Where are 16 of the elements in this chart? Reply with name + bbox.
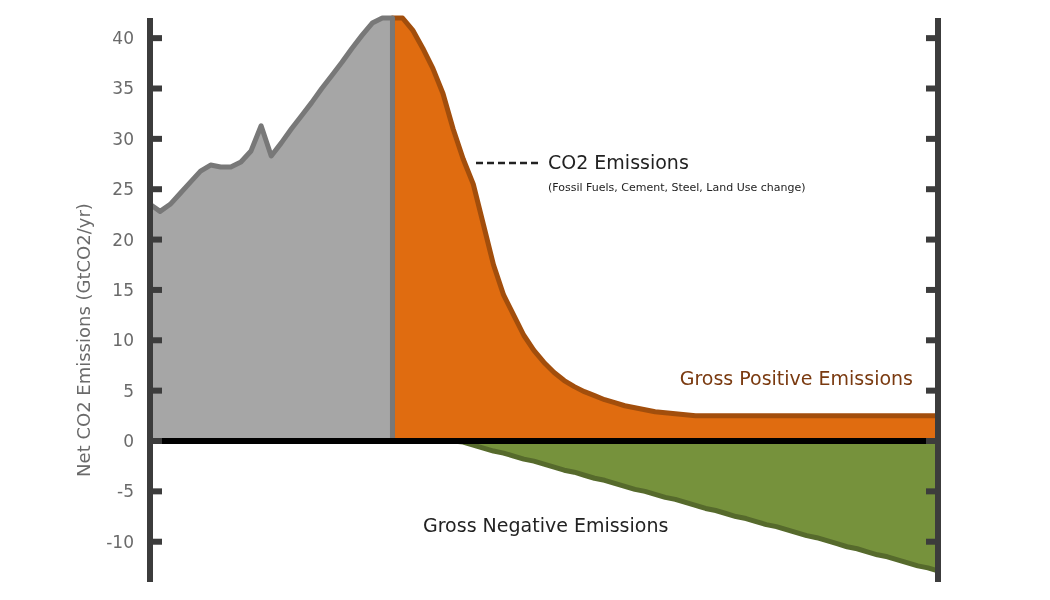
y-tick-label: 15 — [112, 279, 134, 300]
annotation: CO2 Emissions — [548, 151, 689, 174]
y-tick-label: 35 — [112, 78, 134, 99]
y-axis-title: Net CO2 Emissions (GtCO2/yr) — [73, 203, 94, 477]
y-tick-label: 10 — [112, 330, 134, 351]
y-tick-label: 40 — [112, 28, 134, 49]
y-tick-label: -10 — [106, 531, 134, 552]
annotation: (Fossil Fuels, Cement, Steel, Land Use change) — [548, 181, 806, 195]
y-tick-label: 0 — [123, 430, 134, 451]
y-tick-label: -5 — [117, 481, 134, 502]
y-tick-label: 20 — [112, 229, 134, 250]
y-tick-label: 25 — [112, 179, 134, 200]
annotation: Gross Positive Emissions — [679, 366, 913, 389]
y-tick-label: 30 — [112, 128, 134, 149]
annotation: Gross Negative Emissions — [423, 513, 669, 536]
y-tick-label: 5 — [123, 380, 134, 401]
